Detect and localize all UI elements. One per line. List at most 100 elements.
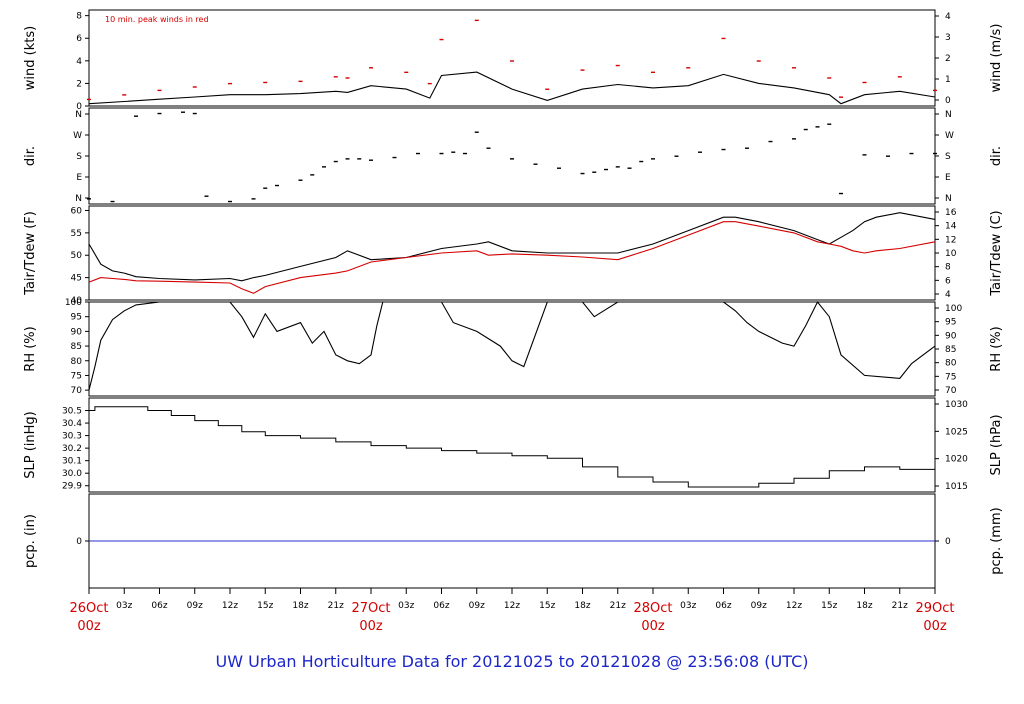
y-tick-label-left: 85	[71, 342, 82, 352]
series-temp-tair	[88, 212, 936, 282]
data-point	[157, 112, 162, 115]
panel-slp: 29.9 30.0 30.1 30.2 30.3 30.4 30.5 1015 1020 1025…	[23, 397, 1004, 493]
data-point	[263, 187, 268, 189]
x-hour-label: 12z	[786, 601, 802, 611]
data-point	[686, 67, 691, 69]
x-hour-label: 15z	[257, 601, 273, 611]
y-tick-label-left: 8	[76, 12, 82, 22]
y-tick-label-right: W	[945, 131, 954, 141]
data-point	[392, 156, 397, 159]
y-tick-label-right: 8	[945, 263, 951, 273]
data-point	[651, 71, 655, 74]
data-point	[369, 67, 373, 69]
data-point	[228, 82, 232, 85]
y-tick-label-left: 29.9	[62, 482, 82, 492]
data-point	[604, 168, 608, 171]
y-label-left: pcp. (in)	[23, 514, 38, 568]
y-tick-label-left: E	[76, 173, 82, 183]
series-wind-1	[87, 19, 937, 101]
data-point	[451, 151, 456, 153]
y-tick-label-left: 70	[71, 386, 83, 396]
data-point	[122, 94, 127, 96]
data-point	[192, 86, 197, 88]
y-tick-label-right: 90	[945, 331, 957, 341]
data-point	[228, 200, 232, 203]
y-tick-label-right: 75	[945, 372, 956, 382]
wind-annotation: 10 min. peak winds in red	[105, 15, 209, 24]
y-tick-label-left: 30.0	[62, 469, 82, 479]
data-point	[745, 147, 749, 149]
data-point	[298, 179, 303, 181]
data-point	[157, 89, 162, 92]
panel-frame	[88, 9, 936, 107]
series-rh-0	[88, 300, 936, 391]
data-point	[862, 154, 867, 156]
data-point	[333, 160, 338, 163]
x-hour-label: 06z	[715, 601, 731, 611]
y-tick-label-right: 1025	[945, 427, 968, 437]
y-tick-label-left: N	[75, 110, 82, 120]
x-hour-label: 15z	[539, 601, 555, 611]
data-point	[369, 159, 373, 161]
data-point	[674, 155, 679, 157]
y-label-left: RH (%)	[23, 326, 38, 371]
data-point	[322, 166, 326, 168]
x-hour-label: 15z	[821, 601, 837, 611]
data-point	[192, 112, 197, 115]
y-tick-label-left: 55	[71, 229, 82, 239]
x-day-hour-label: 00z	[923, 619, 947, 634]
data-point	[827, 123, 832, 125]
data-point	[792, 138, 796, 140]
data-point	[615, 166, 620, 168]
data-point	[756, 60, 761, 62]
time-axis: 26Oct 00z 03z 06z 09z 12z 15z 18z 21z 27Oct 00z 03z…	[69, 588, 955, 634]
series-temp-tdew	[88, 221, 936, 294]
data-point	[933, 152, 937, 155]
panel-frame	[88, 205, 936, 301]
data-point	[310, 174, 315, 176]
y-tick-label-right: 85	[945, 345, 956, 355]
y-tick-label-left: 50	[71, 251, 83, 261]
data-point	[639, 160, 644, 163]
panel-wind: 0 2 4 6 8 0 1 2 3 4 wind (kts) wind (m/s) 10 min. pe…	[23, 9, 1004, 112]
data-point	[827, 77, 832, 79]
x-day-label: 27Oct	[351, 601, 390, 616]
x-hour-label: 06z	[433, 601, 449, 611]
data-point	[439, 152, 444, 155]
y-tick-label-left: 30.2	[62, 444, 82, 454]
y-label-right: wind (m/s)	[989, 24, 1004, 93]
panel-frame	[88, 397, 936, 493]
y-tick-label-right: N	[945, 110, 952, 120]
y-tick-label-left: 75	[71, 371, 82, 381]
series-dir-0	[87, 111, 937, 203]
y-label-left: dir.	[23, 146, 38, 166]
x-hour-label: 03z	[116, 601, 132, 611]
y-tick-label-left: 30.4	[62, 419, 82, 429]
y-tick-label-left: 100	[65, 298, 82, 308]
data-point	[463, 152, 467, 155]
y-tick-label-right: 80	[945, 359, 957, 369]
y-tick-label-left: 0	[76, 537, 82, 547]
data-point	[275, 184, 279, 187]
data-point	[815, 126, 820, 128]
x-hour-label: 03z	[398, 601, 414, 611]
data-point	[251, 198, 256, 200]
data-point	[486, 147, 491, 149]
data-point	[839, 192, 843, 195]
x-day-label: 28Oct	[633, 601, 672, 616]
x-hour-label: 09z	[751, 601, 767, 611]
data-point	[263, 81, 268, 84]
data-point	[439, 38, 444, 41]
x-day-hour-label: 00z	[359, 619, 383, 634]
y-tick-label-left: 60	[71, 206, 83, 216]
x-hour-label: 06z	[151, 601, 167, 611]
y-tick-label-left: 2	[76, 79, 82, 89]
y-tick-label-right: 4	[945, 290, 951, 300]
series-slp-0	[89, 406, 936, 488]
data-point	[110, 200, 115, 203]
x-day-hour-label: 00z	[641, 619, 665, 634]
data-point	[909, 152, 914, 155]
data-point	[721, 37, 726, 40]
y-tick-label-right: 2	[945, 54, 951, 64]
